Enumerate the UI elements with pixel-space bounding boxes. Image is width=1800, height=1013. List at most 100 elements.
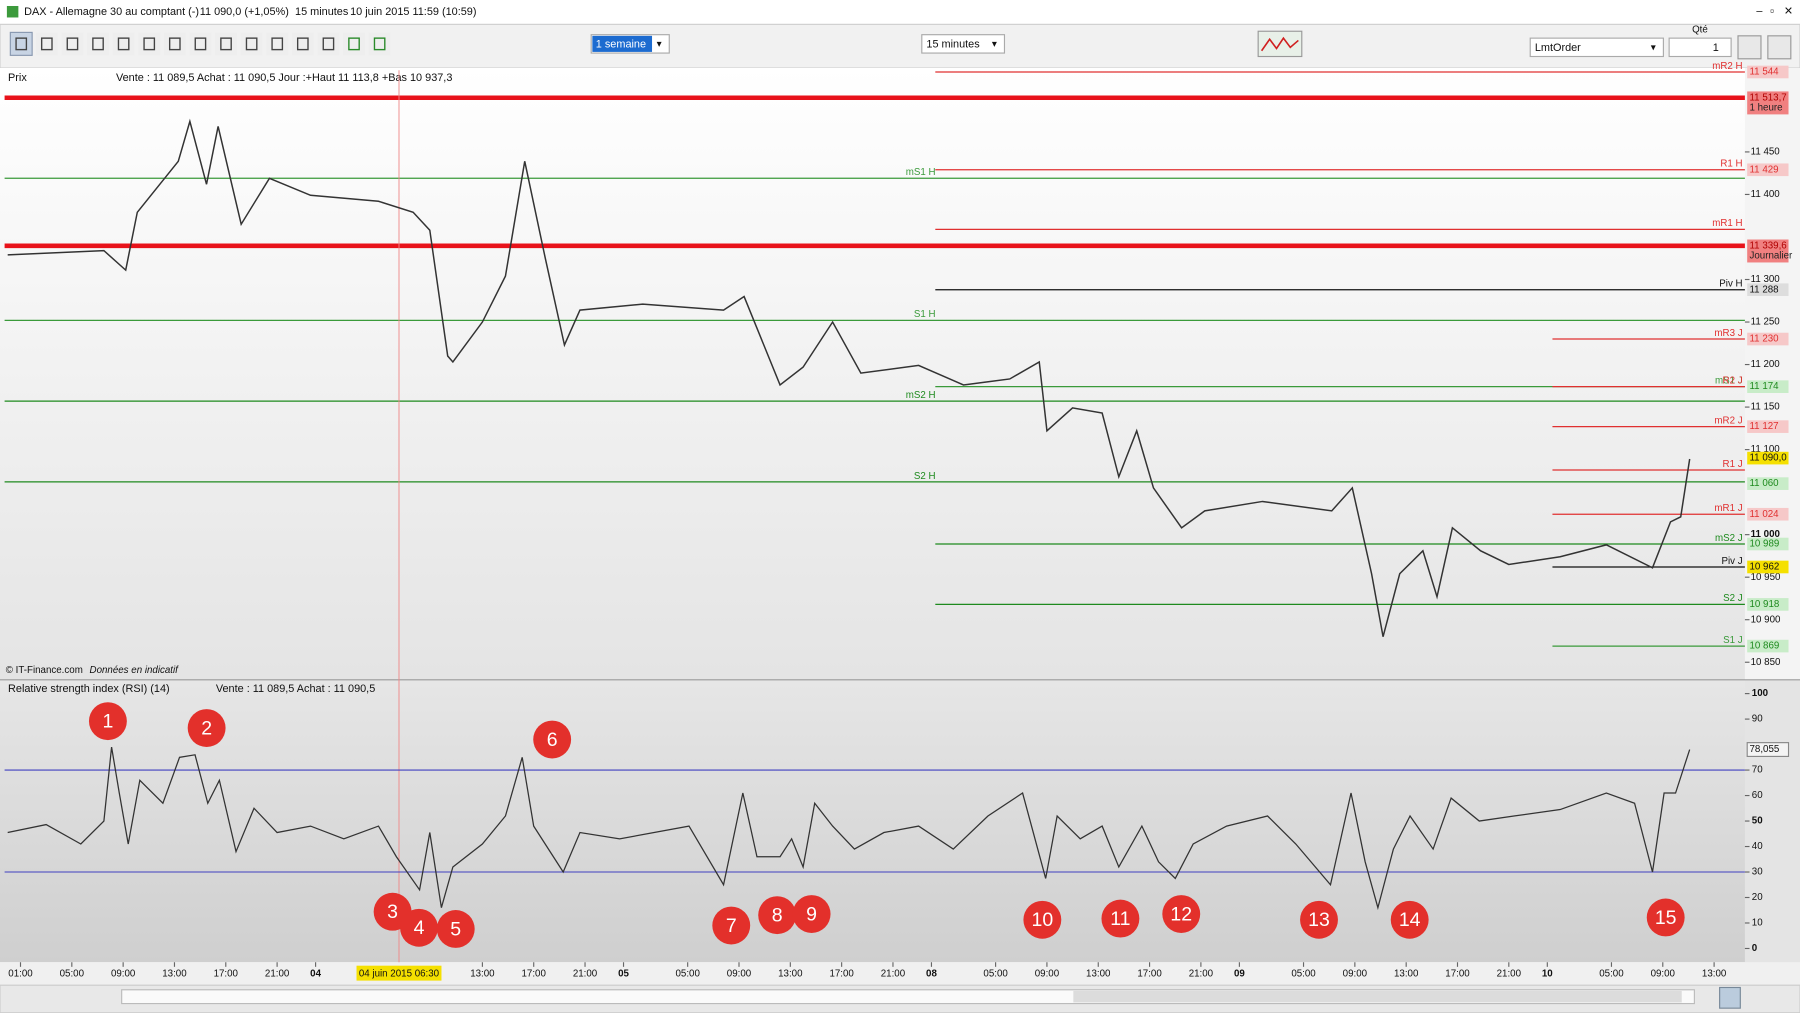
price-box-label: 11 127 (1749, 421, 1778, 432)
tool-button[interactable] (215, 32, 237, 56)
marker-label: 3 (387, 901, 398, 923)
tool-icon (271, 37, 284, 51)
y-tick-label: 90 (1752, 714, 1763, 725)
minimize-button[interactable]: – (1756, 6, 1763, 18)
x-tick-label: 09 (1234, 968, 1245, 979)
scrollbar-thumb[interactable] (1073, 990, 1682, 1003)
x-tick-label: 17:00 (214, 968, 239, 979)
marker-circle (1300, 900, 1338, 939)
x-tick-label: 21:00 (1189, 968, 1214, 979)
rsi-panel-label: Relative strength index (RSI) (14) (8, 683, 170, 695)
y-tick-label: 40 (1752, 841, 1763, 852)
y-tick-label: 10 (1752, 918, 1763, 929)
price-box-note: Journalier (1749, 251, 1793, 262)
marker-circle (436, 910, 475, 948)
price-box-label: 11 429 (1749, 164, 1778, 175)
order-type-value: LmtOrder (1535, 42, 1581, 54)
tool-button[interactable] (317, 32, 340, 56)
price-box-label: 11 288 (1749, 284, 1778, 295)
dropdown-arrow: ▾ (992, 39, 997, 50)
price-box (1747, 283, 1789, 297)
tool-button[interactable] (87, 32, 109, 56)
tool-button[interactable] (9, 31, 33, 56)
source: © IT-Finance.com (6, 665, 83, 676)
level-label: S1 H (914, 309, 936, 320)
tool-icon (15, 37, 28, 51)
sell-button[interactable] (1767, 35, 1792, 60)
price-axis (1744, 67, 1800, 680)
zoom-button[interactable] (1719, 986, 1741, 1009)
tool-button[interactable] (240, 32, 263, 56)
marker-label: 13 (1308, 909, 1330, 931)
tool-button[interactable] (343, 32, 365, 56)
y-tick-label: 50 (1752, 816, 1763, 827)
rsi-line (7, 747, 1691, 911)
price-box (1747, 598, 1789, 611)
level-label: S2 J (1723, 593, 1743, 604)
tool-button[interactable] (112, 32, 135, 56)
restore-button[interactable]: ▫ (1770, 6, 1774, 18)
x-tick-label: 10 (1542, 968, 1553, 979)
tool-button[interactable] (291, 32, 314, 56)
app-icon (6, 5, 19, 18)
marker-label: 11 (1110, 908, 1130, 930)
price-box (1747, 451, 1789, 465)
price-box-label: 11 544 (1749, 67, 1779, 78)
x-tick-label: 13:00 (470, 968, 495, 979)
x-tick-label: 21:00 (265, 968, 290, 979)
price-quote: Vente : 11 089,5 Achat : 11 090,5 Jour :… (116, 72, 452, 84)
marker-circle (400, 908, 438, 947)
tool-icon (143, 37, 156, 51)
x-tick-label: 05:00 (1291, 968, 1316, 979)
marker-label: 4 (414, 917, 425, 939)
level-label: mR1 H (1712, 218, 1742, 229)
tool-button[interactable] (61, 32, 84, 56)
close-button[interactable]: ✕ (1784, 6, 1793, 18)
order-type-select[interactable] (1529, 37, 1664, 58)
level-label: mS1 J (1715, 376, 1743, 387)
level-label: mR3 J (1714, 328, 1742, 339)
tool-button[interactable] (368, 32, 391, 56)
buy-button[interactable] (1737, 35, 1762, 60)
cursor-label: 04 juin 2015 06:30 (359, 968, 440, 979)
x-tick-label: 05:00 (1599, 968, 1624, 979)
marker-circle (1101, 899, 1140, 938)
level-label: S1 J (1723, 635, 1743, 646)
marker-label: 1 (102, 710, 113, 732)
tool-button[interactable] (266, 32, 289, 56)
interval-select[interactable] (921, 34, 1006, 54)
tool-button[interactable] (138, 32, 161, 56)
level-label: mR2 H (1712, 61, 1742, 72)
y-tick-label: 60 (1752, 790, 1763, 801)
x-axis (0, 962, 1800, 986)
x-tick-label: 08 (926, 968, 937, 979)
price-box (1747, 537, 1789, 551)
x-tick-label: 21:00 (573, 968, 598, 979)
window-quote: 11 090,0 (+1,05%) (200, 6, 289, 18)
tool-button[interactable] (35, 32, 58, 56)
y-tick-label: 11 450 (1751, 147, 1781, 158)
x-tick-label: 09:00 (727, 968, 752, 979)
marker-circle (792, 895, 831, 933)
marker-label: 2 (201, 717, 212, 739)
level-label: mR1 J (1714, 503, 1742, 514)
level-label: mS2 J (1715, 533, 1743, 544)
price-box-label: 10 989 (1749, 539, 1779, 550)
level-label: Piv H (1719, 279, 1742, 290)
rsi-last-box (1746, 742, 1790, 757)
chart-style-icon (1260, 36, 1299, 52)
x-tick-label: 17:00 (829, 968, 854, 979)
x-tick-label: 21:00 (1497, 968, 1522, 979)
tool-button[interactable] (189, 32, 212, 56)
marker-circle (187, 709, 226, 747)
x-tick-label: 13:00 (778, 968, 803, 979)
tool-icon (348, 37, 360, 51)
price-box (1747, 420, 1789, 433)
x-tick-label: 13:00 (162, 968, 187, 979)
qty-input[interactable] (1668, 37, 1732, 58)
tool-button[interactable] (163, 32, 186, 56)
price-box-note: 1 heure (1749, 103, 1782, 114)
price-box-label: 11 513,7 (1749, 92, 1786, 103)
price-box-label: 11 024 (1749, 509, 1779, 520)
x-tick-label: 09:00 (1651, 968, 1676, 979)
